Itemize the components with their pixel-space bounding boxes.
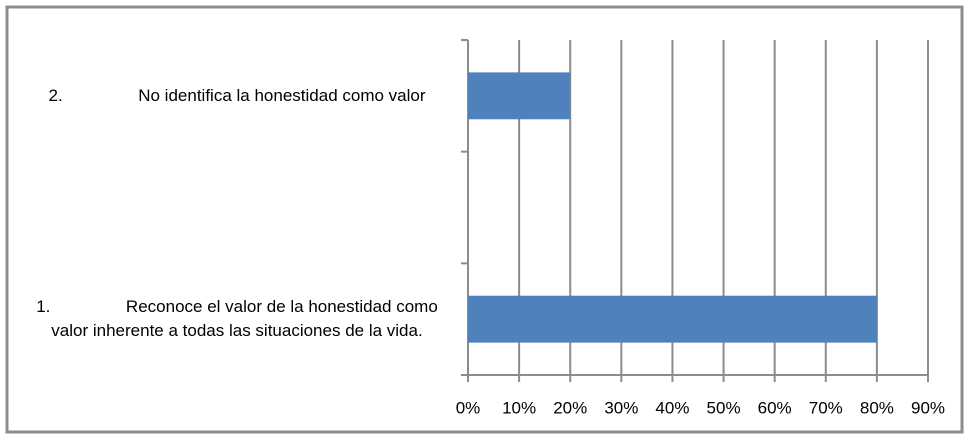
x-tick-label: 80% (860, 398, 894, 417)
y-tick-label: 1. Reconoce el valor de la honestidad co… (36, 297, 443, 341)
x-tick-label: 50% (707, 398, 741, 417)
x-tick-label: 90% (911, 398, 945, 417)
bar (468, 72, 571, 120)
x-tick-label: 60% (758, 398, 792, 417)
y-tick-label: 2. No identifica la honestidad como valo… (48, 85, 426, 105)
x-tick-label: 40% (655, 398, 689, 417)
x-tick-label: 70% (809, 398, 843, 417)
chart-frame (5, 5, 964, 434)
x-tick-label: 30% (604, 398, 638, 417)
x-tick-label: 20% (553, 398, 587, 417)
x-tick-label: 10% (502, 398, 536, 417)
x-tick-label: 0% (456, 398, 481, 417)
bar (468, 295, 877, 343)
